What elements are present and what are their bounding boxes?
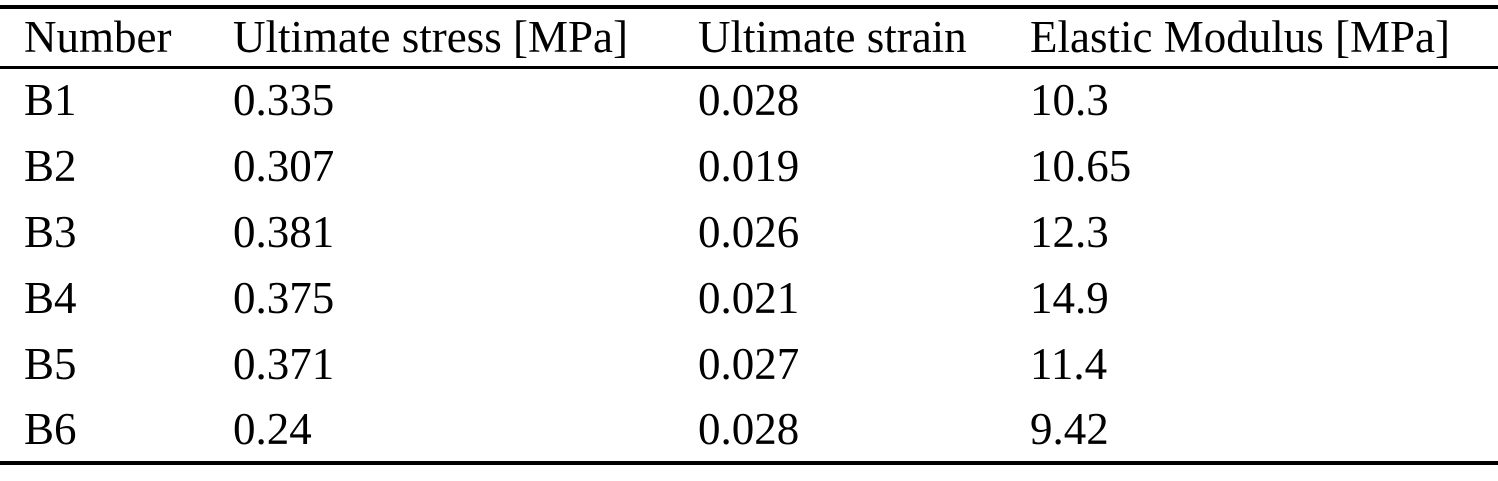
table-header: Number Ultimate stress [MPa] Ultimate st… — [0, 7, 1498, 69]
cell-ultimate-stress: 0.335 — [233, 75, 335, 126]
cell-number: B6 — [24, 403, 77, 454]
table-row: B4 0.375 0.021 14.9 — [0, 265, 1498, 331]
table-row: B5 0.371 0.027 11.4 — [0, 331, 1498, 397]
table-row: B3 0.381 0.026 12.3 — [0, 199, 1498, 265]
header-row: Number Ultimate stress [MPa] Ultimate st… — [0, 7, 1498, 69]
cell-elastic-modulus: 10.65 — [1030, 140, 1132, 191]
cell-ultimate-strain: 0.028 — [698, 75, 800, 126]
table-row: B1 0.335 0.028 10.3 — [0, 67, 1498, 133]
column-header-ultimate-stress: Ultimate stress [MPa] — [233, 7, 698, 69]
cell-elastic-modulus: 9.42 — [1030, 403, 1109, 454]
cell-number: B4 — [24, 272, 77, 323]
cell-ultimate-strain: 0.027 — [698, 338, 800, 389]
cell-ultimate-strain: 0.028 — [698, 403, 800, 454]
table-row: B6 0.24 0.028 9.42 — [0, 397, 1498, 463]
cell-elastic-modulus: 14.9 — [1030, 272, 1109, 323]
cell-ultimate-stress: 0.375 — [233, 272, 335, 323]
cell-number: B3 — [24, 206, 77, 257]
cell-number: B1 — [24, 75, 77, 126]
column-header-number: Number — [0, 7, 233, 69]
table-row: B2 0.307 0.019 10.65 — [0, 133, 1498, 199]
table-body: B1 0.335 0.028 10.3 B2 0.307 0.019 10.65… — [0, 67, 1498, 463]
cell-number: B2 — [24, 140, 77, 191]
material-properties-table: Number Ultimate stress [MPa] Ultimate st… — [0, 5, 1498, 465]
cell-ultimate-strain: 0.021 — [698, 272, 800, 323]
cell-elastic-modulus: 11.4 — [1030, 338, 1108, 389]
cell-ultimate-strain: 0.026 — [698, 206, 800, 257]
cell-elastic-modulus: 12.3 — [1030, 206, 1109, 257]
cell-elastic-modulus: 10.3 — [1030, 75, 1109, 126]
column-header-ultimate-strain: Ultimate strain — [698, 7, 1030, 69]
column-header-elastic-modulus: Elastic Modulus [MPa] — [1030, 7, 1498, 69]
cell-ultimate-stress: 0.381 — [233, 206, 335, 257]
cell-ultimate-stress: 0.371 — [233, 338, 335, 389]
cell-number: B5 — [24, 338, 77, 389]
cell-ultimate-stress: 0.307 — [233, 140, 335, 191]
cell-ultimate-stress: 0.24 — [233, 403, 312, 454]
cell-ultimate-strain: 0.019 — [698, 140, 800, 191]
